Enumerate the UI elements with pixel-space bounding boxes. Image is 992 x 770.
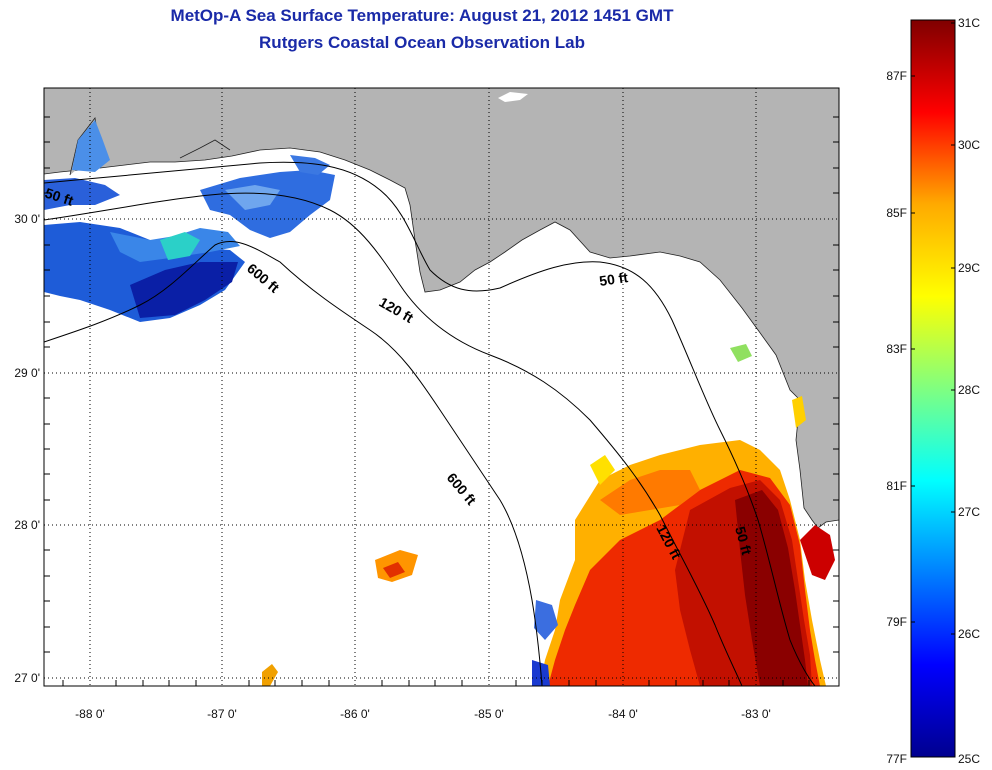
sst-data-south [262,344,835,686]
contour-label-50ft-east: 50 ft [598,269,629,289]
lat-label: 27 0' [14,671,40,685]
lon-label: -86 0' [340,707,370,721]
lat-label: 29 0' [14,366,40,380]
chart-subtitle: Rutgers Coastal Ocean Observation Lab [259,33,585,52]
contour-600ft [44,240,543,686]
celsius-label: 28C [958,383,980,397]
graticule [44,88,839,686]
fahrenheit-label: 83F [886,342,907,356]
contour-50ft [44,161,816,686]
lon-label: -87 0' [207,707,237,721]
fahrenheit-label: 79F [886,615,907,629]
celsius-label: 27C [958,505,980,519]
celsius-label: 31C [958,16,980,30]
contour-120ft [44,192,743,686]
lat-axis-labels: 30 0' 29 0' 28 0' 27 0' [14,212,40,685]
lon-label: -83 0' [741,707,771,721]
contour-label-50ft-south: 50 ft [732,525,755,557]
lake-patch [498,92,528,102]
celsius-label: 30C [958,138,980,152]
fahrenheit-label: 81F [886,479,907,493]
map-frame [43,87,840,687]
depth-contours [44,161,816,686]
sst-data-north [44,120,335,322]
chart-title: MetOp-A Sea Surface Temperature: August … [170,6,674,25]
lat-label: 28 0' [14,518,40,532]
colorbar-fahrenheit-labels: 87F 85F 83F 81F 79F 77F [886,69,907,766]
lon-label: -84 0' [608,707,638,721]
lon-label: -85 0' [474,707,504,721]
lon-axis-labels: -88 0' -87 0' -86 0' -85 0' -84 0' -83 0… [75,707,771,721]
celsius-label: 25C [958,752,980,766]
fahrenheit-label: 85F [886,206,907,220]
celsius-label: 29C [958,261,980,275]
lon-label: -88 0' [75,707,105,721]
colorbar [910,19,956,758]
colorbar-ticks [911,22,955,635]
fahrenheit-label: 87F [886,69,907,83]
lat-label: 30 0' [14,212,40,226]
celsius-label: 26C [958,627,980,641]
colorbar-celsius-labels: 31C 30C 29C 28C 27C 26C 25C [958,16,980,766]
fahrenheit-label: 77F [886,752,907,766]
tick-marks [44,116,839,686]
